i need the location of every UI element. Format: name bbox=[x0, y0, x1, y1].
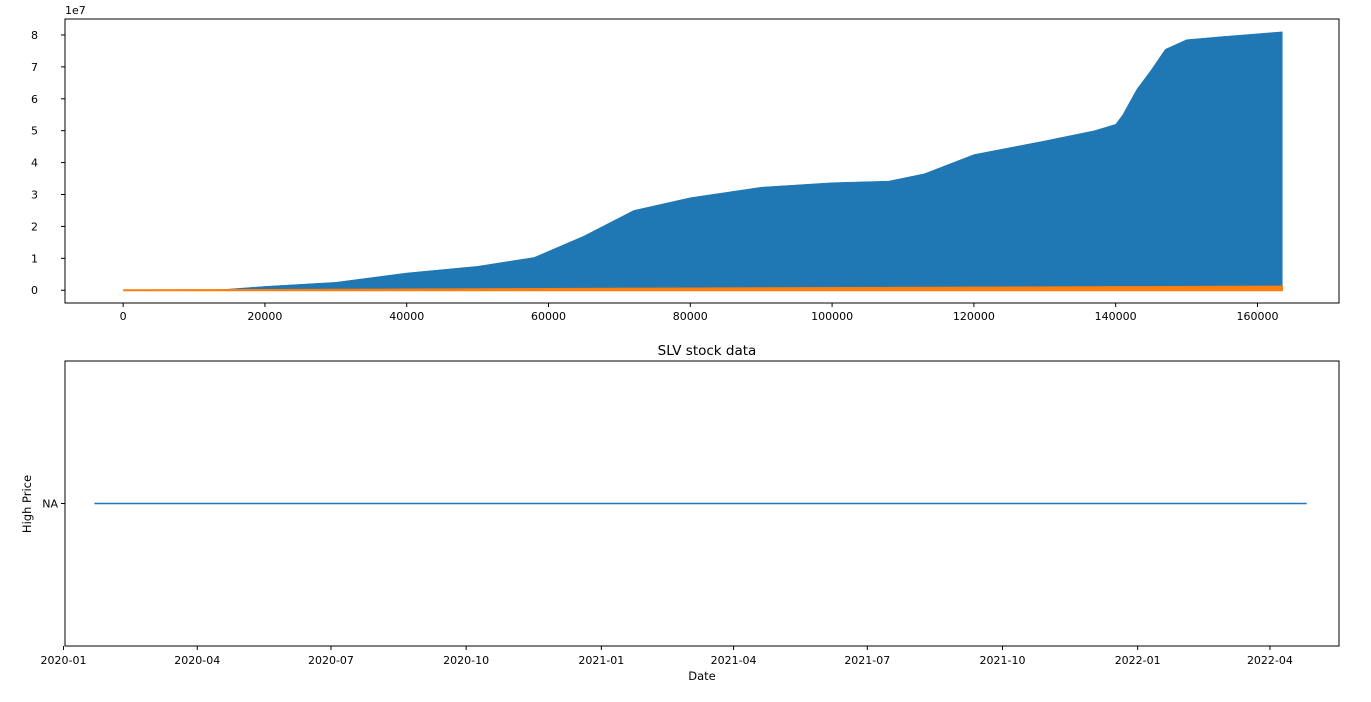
top-y-axis: 0 1 2 3 4 5 6 7 8 bbox=[31, 29, 65, 297]
y-tick-label: 8 bbox=[31, 29, 38, 42]
date-tick-label: 2021-07 bbox=[844, 654, 890, 667]
area-series-1 bbox=[123, 31, 1283, 291]
y-axis-label: High Price bbox=[20, 475, 34, 533]
area-series-group bbox=[123, 31, 1284, 292]
y-tick-label: 1 bbox=[31, 252, 38, 265]
bottom-y-axis: NA bbox=[42, 498, 65, 511]
y-tick-label: 4 bbox=[31, 157, 38, 170]
x-tick-label: 80000 bbox=[673, 310, 708, 323]
y-tick-label: 5 bbox=[31, 125, 38, 138]
date-tick-label: 2022-04 bbox=[1247, 654, 1293, 667]
y-tick-label: 3 bbox=[31, 189, 38, 202]
category-tick-label: NA bbox=[42, 498, 58, 511]
x-tick-label: 0 bbox=[120, 310, 127, 323]
chart-title: SLV stock data bbox=[658, 343, 757, 359]
top-x-axis: 0 20000 40000 60000 80000 100000 120000 140000 1… bbox=[120, 303, 1278, 323]
top-axes-frame bbox=[64, 18, 1340, 304]
date-tick-label: 2021-10 bbox=[980, 654, 1026, 667]
x-tick-label: 20000 bbox=[247, 310, 282, 323]
date-tick-label: 2020-04 bbox=[174, 654, 220, 667]
slv-stock-chart: SLV stock data 2020-01 2020-04 2020-07 2020… bbox=[20, 343, 1340, 683]
y-tick-label: 0 bbox=[31, 284, 38, 297]
date-tick-label: 2021-04 bbox=[711, 654, 757, 667]
y-tick-label: 6 bbox=[31, 93, 38, 106]
y-offset-text: 1e7 bbox=[65, 4, 86, 17]
x-tick-label: 100000 bbox=[811, 310, 853, 323]
x-tick-label: 160000 bbox=[1236, 310, 1278, 323]
x-tick-label: 60000 bbox=[531, 310, 566, 323]
date-tick-label: 2020-01 bbox=[41, 654, 87, 667]
bottom-x-axis: 2020-01 2020-04 2020-07 2020-10 2021-01 2021-… bbox=[41, 646, 1293, 667]
cumulative-area-chart: 0 20000 40000 60000 80000 100000 120000 140000 1… bbox=[31, 4, 1340, 323]
date-tick-label: 2022-01 bbox=[1115, 654, 1161, 667]
date-tick-label: 2020-10 bbox=[443, 654, 489, 667]
x-tick-label: 40000 bbox=[389, 310, 424, 323]
x-tick-label: 140000 bbox=[1095, 310, 1137, 323]
y-tick-label: 2 bbox=[31, 220, 38, 233]
x-axis-label: Date bbox=[688, 669, 716, 683]
date-tick-label: 2020-07 bbox=[308, 654, 354, 667]
y-tick-label: 7 bbox=[31, 61, 38, 74]
x-tick-label: 120000 bbox=[953, 310, 995, 323]
date-tick-label: 2021-01 bbox=[578, 654, 624, 667]
